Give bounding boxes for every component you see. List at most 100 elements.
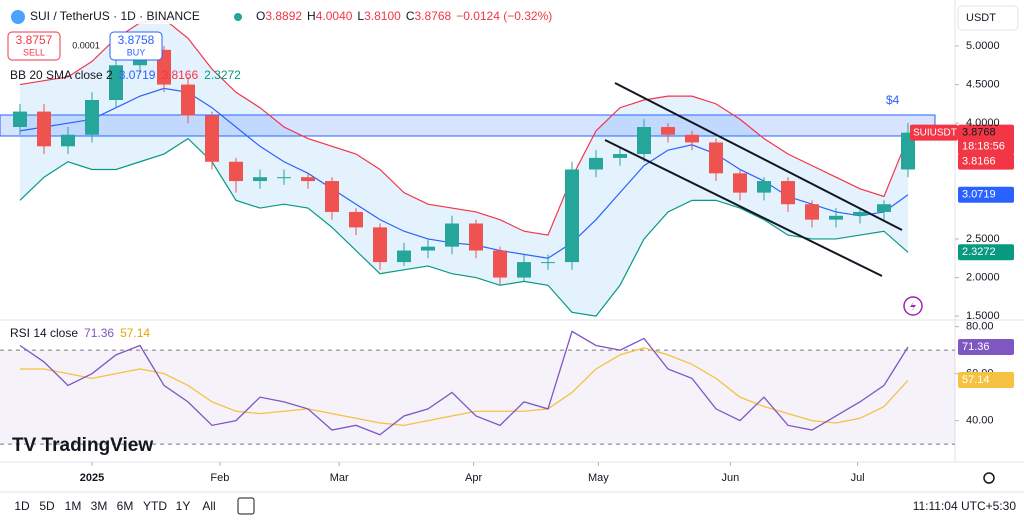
x-tick-label: Jul (851, 472, 865, 484)
rsi-value: 71.36 (84, 326, 114, 340)
range-button[interactable]: 6M (117, 499, 134, 513)
change: −0.0124 (−0.32%) (456, 9, 552, 23)
rsi-ma-line (20, 347, 909, 426)
l-label: L (357, 9, 364, 23)
y-tick-label: 2.5000 (966, 233, 1000, 245)
candle-body (421, 246, 435, 251)
candle-body (301, 177, 315, 182)
price-tags: SUIUSDT 3.8768 18:18:56 3.8166 3.0719 2.3272 7… (910, 124, 1014, 388)
symbol: SUI / TetherUS · 1D · BINANCE (30, 9, 200, 23)
y-tick-label: 2.0000 (966, 271, 1000, 283)
candle-body (805, 204, 819, 220)
ohlc: O3.8892 H4.0040 L3.8100 C3.8768 −0.0124 (−0.… (256, 9, 552, 23)
range-button[interactable]: 3M (91, 499, 108, 513)
candle-body (13, 111, 27, 128)
candle-body (253, 177, 267, 182)
bb-lower-tag-bg (958, 244, 1014, 261)
candle-body (613, 154, 627, 158)
rsi-band-fill (0, 350, 955, 445)
candle-body (853, 211, 867, 216)
x-tick-label: May (588, 472, 609, 484)
x-tick-label: Jun (722, 472, 740, 484)
range-button[interactable]: 1M (65, 499, 82, 513)
candle-body (181, 84, 195, 116)
candle-body (61, 134, 75, 147)
x-tick-label: Mar (330, 472, 349, 484)
candle-body (517, 262, 531, 278)
candle-body (37, 111, 51, 147)
band-fill (20, 18, 908, 317)
candle-body (397, 250, 411, 263)
range-button[interactable]: YTD (143, 499, 167, 513)
sell-button[interactable] (7, 31, 61, 61)
bb-label: BB 20 SMA close 2 (10, 68, 113, 82)
o-value: 3.8892 (265, 9, 302, 23)
bb-lower: 2.3272 (204, 68, 241, 82)
buy-label[interactable]: BUY (127, 47, 146, 57)
candle-body (685, 134, 699, 143)
candle-body (469, 223, 483, 251)
countdown: 18:18:56 (962, 141, 1005, 153)
candle-body (709, 142, 723, 174)
channel-line (604, 139, 883, 277)
y-tick-label: 1.5000 (966, 310, 1000, 322)
candle-body (877, 204, 891, 212)
candle-body (757, 181, 771, 193)
candle-body (733, 173, 747, 193)
c-value: 3.8768 (414, 9, 451, 23)
range-button[interactable]: All (202, 499, 215, 513)
candle-body (661, 127, 675, 135)
candle-body (325, 181, 339, 212)
currency[interactable]: USDT (966, 12, 996, 24)
lightning-glyph (910, 300, 916, 312)
range-button[interactable]: 1Y (176, 499, 191, 513)
rsi-tick-label: 80.00 (966, 321, 994, 333)
rsi-tick-label: 40.00 (966, 415, 994, 427)
candle-body (205, 115, 219, 162)
x-tick-label: Feb (210, 472, 229, 484)
toolbar: 1D 5D 1M 3M 6M YTD 1Y All (14, 499, 215, 513)
bb-upper: 3.8166 (161, 68, 198, 82)
calendar-icon[interactable] (237, 497, 255, 515)
y-tick-label: 4.0000 (966, 117, 1000, 129)
symbol-tag: SUIUSDT (913, 127, 957, 138)
bb-basis: 3.0719 (119, 68, 156, 82)
zone-label: $4 (886, 93, 900, 107)
rsi-ma-tag-bg (958, 371, 1014, 388)
symbol-tag-bg (910, 124, 958, 141)
candle-body (229, 161, 243, 182)
rsi-tag: 71.36 (962, 341, 990, 353)
settings-icon[interactable] (983, 472, 995, 484)
l-value: 3.8100 (364, 9, 401, 23)
buy-button[interactable] (109, 31, 163, 61)
currency-button[interactable] (957, 5, 1019, 31)
candle-body (901, 132, 915, 170)
candle-body (565, 169, 579, 263)
c-label: C (406, 9, 415, 23)
spread: 0.0001 (72, 40, 100, 50)
rsi-label: RSI 14 close (10, 326, 78, 340)
rsi-ma-value: 57.14 (120, 326, 150, 340)
candle-body (781, 181, 795, 205)
symbol-icon (11, 10, 25, 24)
buy-price[interactable]: 3.8758 (118, 33, 155, 47)
y-tick-label: 5.0000 (966, 40, 1000, 52)
range-button[interactable]: 5D (39, 499, 55, 513)
sell-label[interactable]: SELL (23, 47, 45, 57)
bb-lower (19, 137, 909, 317)
bb-basis-tag: 3.0719 (962, 189, 996, 201)
candle-body (85, 100, 99, 135)
candle-body (829, 215, 843, 220)
rsi-ma-tag: 57.14 (962, 374, 990, 386)
h-label: H (307, 9, 316, 23)
sell-price[interactable]: 3.8757 (16, 33, 53, 47)
candle-body (349, 211, 363, 228)
bb-upper-tag: 3.8166 (962, 156, 996, 168)
channel-line (614, 82, 903, 231)
status-dot (234, 13, 242, 21)
bb-basis-tag-bg (958, 186, 1014, 203)
candle-body (373, 227, 387, 263)
range-button[interactable]: 1D (14, 499, 30, 513)
y-tick-label: 4.5000 (966, 78, 1000, 90)
rsi-legend: RSI 14 close 71.36 57.14 (10, 326, 150, 340)
